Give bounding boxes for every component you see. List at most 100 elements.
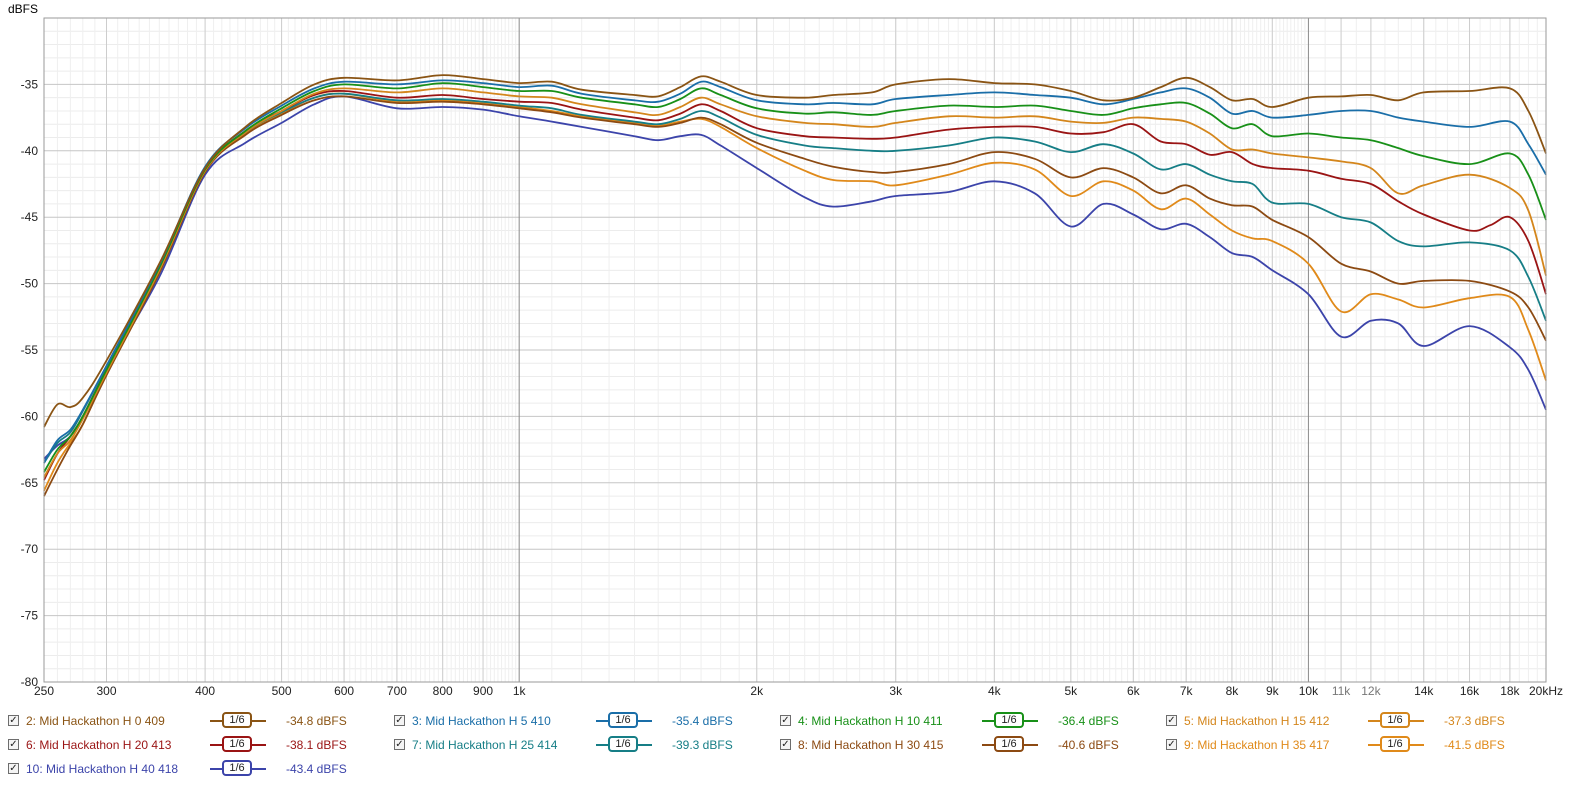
legend-item: ✓ 10: Mid Hackathon H 40 418 1/6 -43.4 dBFS	[0, 758, 380, 780]
x-tick-label: 12k	[1361, 684, 1381, 698]
x-tick-label: 3k	[889, 684, 903, 698]
x-tick-label: 16k	[1460, 684, 1480, 698]
series-level-value: -34.8 dBFS	[286, 714, 347, 728]
legend-item: ✓ 3: Mid Hackathon H 5 410 1/6 -35.4 dBFS	[386, 710, 766, 732]
y-tick-labels: -35 -40 -45 -50 -55 -60 -65 -70 -75 -80	[21, 77, 39, 689]
series-line	[43, 79, 1547, 464]
series-visibility-checkbox[interactable]: ✓	[8, 763, 19, 774]
legend-series-name: 5: Mid Hackathon H 15 412	[1184, 714, 1330, 728]
smoothing-button[interactable]: 1/6	[222, 736, 252, 752]
series-line	[43, 95, 1547, 497]
series-color-swatch[interactable]: 1/6	[982, 712, 1038, 730]
series-line	[43, 95, 1547, 460]
legend-item: ✓ 9: Mid Hackathon H 35 417 1/6 -41.5 dBFS	[1158, 734, 1538, 756]
legend-item: ✓ 8: Mid Hackathon H 30 415 1/6 -40.6 dBFS	[772, 734, 1152, 756]
x-tick-label: 18k	[1500, 684, 1520, 698]
series-visibility-checkbox[interactable]: ✓	[1166, 715, 1177, 726]
series-visibility-checkbox[interactable]: ✓	[8, 739, 19, 750]
x-tick-label: 8k	[1226, 684, 1240, 698]
series-level-value: -35.4 dBFS	[672, 714, 733, 728]
x-tick-label: 6k	[1127, 684, 1141, 698]
y-tick-label: -45	[21, 210, 39, 224]
series-color-swatch[interactable]: 1/6	[982, 736, 1038, 754]
legend-item: ✓ 2: Mid Hackathon H 0 409 1/6 -34.8 dBFS	[0, 710, 380, 732]
x-tick-label: 900	[473, 684, 493, 698]
smoothing-button[interactable]: 1/6	[222, 760, 252, 776]
y-tick-label: -50	[21, 277, 39, 291]
series-color-swatch[interactable]: 1/6	[210, 736, 266, 754]
series-visibility-checkbox[interactable]: ✓	[780, 739, 791, 750]
series-level-value: -37.3 dBFS	[1444, 714, 1505, 728]
series-line	[43, 74, 1547, 428]
x-tick-label: 5k	[1064, 684, 1078, 698]
series-color-swatch[interactable]: 1/6	[596, 712, 652, 730]
series-line	[43, 92, 1547, 492]
x-tick-label: 9k	[1266, 684, 1280, 698]
y-tick-label: -70	[21, 542, 39, 556]
series-color-swatch[interactable]: 1/6	[1368, 712, 1424, 730]
x-tick-label: 250	[34, 684, 54, 698]
x-tick-label: 14k	[1414, 684, 1434, 698]
x-tick-label: 2k	[750, 684, 764, 698]
y-tick-label: -60	[21, 409, 39, 423]
smoothing-button[interactable]: 1/6	[994, 736, 1024, 752]
series-line	[43, 82, 1547, 473]
series-visibility-checkbox[interactable]: ✓	[780, 715, 791, 726]
series-level-value: -41.5 dBFS	[1444, 738, 1505, 752]
legend-item: ✓ 7: Mid Hackathon H 25 414 1/6 -39.3 dBFS	[386, 734, 766, 756]
series-visibility-checkbox[interactable]: ✓	[394, 715, 405, 726]
legend-item: ✓ 6: Mid Hackathon H 20 413 1/6 -38.1 dBFS	[0, 734, 380, 756]
series-color-swatch[interactable]: 1/6	[210, 760, 266, 778]
frequency-response-chart: dBFS -35 -40 -45 -50 -55 -60 -65 -70 -75 -80 250 3…	[8, 2, 1563, 698]
y-tick-label: -75	[21, 609, 39, 623]
series-color-swatch[interactable]: 1/6	[210, 712, 266, 730]
legend-series-name: 4: Mid Hackathon H 10 411	[798, 714, 943, 728]
x-tick-labels: 250 300 400 500 600 700 800 900 1k 2k 3k 4k 5k 6k 7k 8k…	[34, 684, 1563, 698]
legend-series-name: 3: Mid Hackathon H 5 410	[412, 714, 551, 728]
series-level-value: -43.4 dBFS	[286, 762, 347, 776]
legend-series-name: 6: Mid Hackathon H 20 413	[26, 738, 172, 752]
smoothing-button[interactable]: 1/6	[608, 736, 638, 752]
smoothing-button[interactable]: 1/6	[1380, 736, 1410, 752]
x-tick-label: 800	[433, 684, 453, 698]
legend-series-name: 7: Mid Hackathon H 25 414	[412, 738, 558, 752]
legend: ✓ 2: Mid Hackathon H 0 409 1/6 -34.8 dBFS ✓ 3…	[0, 708, 1574, 787]
y-tick-label: -55	[21, 343, 39, 357]
series-visibility-checkbox[interactable]: ✓	[394, 739, 405, 750]
y-tick-label: -40	[21, 144, 39, 158]
legend-series-name: 2: Mid Hackathon H 0 409	[26, 714, 165, 728]
x-tick-label: 11k	[1332, 684, 1351, 698]
series-color-swatch[interactable]: 1/6	[1368, 736, 1424, 754]
plot-border	[43, 17, 1547, 683]
y-axis-label: dBFS	[8, 2, 38, 16]
series-visibility-checkbox[interactable]: ✓	[1166, 739, 1177, 750]
x-tick-label: 700	[387, 684, 407, 698]
x-tick-label: 7k	[1180, 684, 1194, 698]
x-tick-label: 10k	[1299, 684, 1319, 698]
x-tick-label: 600	[334, 684, 354, 698]
smoothing-button[interactable]: 1/6	[1380, 712, 1410, 728]
series-level-value: -40.6 dBFS	[1058, 738, 1119, 752]
x-tick-label: 400	[195, 684, 215, 698]
smoothing-button[interactable]: 1/6	[994, 712, 1024, 728]
series-level-value: -38.1 dBFS	[286, 738, 347, 752]
smoothing-button[interactable]: 1/6	[608, 712, 638, 728]
series-color-swatch[interactable]: 1/6	[596, 736, 652, 754]
legend-series-name: 10: Mid Hackathon H 40 418	[26, 762, 179, 776]
series-visibility-checkbox[interactable]: ✓	[8, 715, 19, 726]
y-tick-label: -65	[21, 476, 39, 490]
x-tick-label: 1k	[513, 684, 527, 698]
y-tick-label: -35	[21, 77, 39, 91]
x-tick-label: 500	[272, 684, 292, 698]
series-level-value: -39.3 dBFS	[672, 738, 733, 752]
legend-series-name: 8: Mid Hackathon H 30 415	[798, 738, 944, 752]
response-curves	[43, 74, 1547, 497]
smoothing-button[interactable]: 1/6	[222, 712, 252, 728]
legend-item: ✓ 4: Mid Hackathon H 10 411 1/6 -36.4 dBFS	[772, 710, 1152, 732]
series-level-value: -36.4 dBFS	[1058, 714, 1119, 728]
series-line	[43, 87, 1547, 478]
x-tick-label: 20kHz	[1529, 684, 1563, 698]
x-tick-label: 4k	[988, 684, 1002, 698]
legend-item: ✓ 5: Mid Hackathon H 15 412 1/6 -37.3 dBFS	[1158, 710, 1538, 732]
legend-series-name: 9: Mid Hackathon H 35 417	[1184, 738, 1330, 752]
